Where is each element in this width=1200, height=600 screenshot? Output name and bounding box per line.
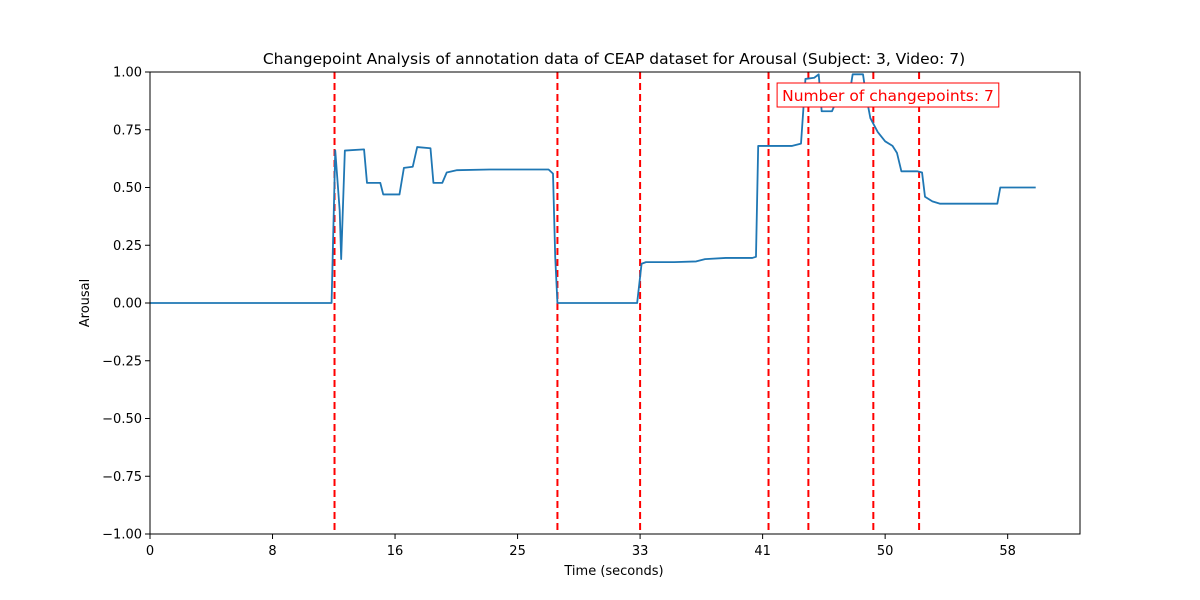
chart-title: Changepoint Analysis of annotation data … [263, 50, 965, 68]
series-line-1 [150, 73, 1036, 304]
y-tick-label-5: 0.00 [113, 297, 142, 312]
x-tick-label-7: 50 [877, 544, 894, 559]
x-tick-label-8: 58 [999, 544, 1016, 559]
y-tick-label-2: 0.75 [113, 123, 142, 138]
x-tick-label-3: 16 [387, 544, 404, 559]
y-tick-label-4: 0.25 [113, 239, 142, 254]
x-axis: 0 8 16 25 33 41 50 58 [146, 534, 1016, 559]
annotation-text: Number of changepoints: 7 [782, 87, 994, 105]
y-axis: 1.00 0.75 0.50 0.25 0.00 −0.25 −0.50 −0.75 −1.00 [102, 66, 150, 543]
y-axis-title: Arousal [78, 279, 93, 328]
y-tick-label-1: 1.00 [113, 66, 142, 81]
y-tick-label-8: −0.75 [102, 470, 142, 485]
changepoint-count-annotation: Number of changepoints: 7 [776, 82, 1000, 108]
changepoint-lines [333, 72, 921, 534]
x-tick-label-5: 33 [632, 544, 649, 559]
y-tick-label-7: −0.50 [102, 412, 142, 427]
y-tick-label-9: −1.00 [102, 528, 142, 543]
x-tick-label-6: 41 [754, 544, 771, 559]
x-tick-label-2: 8 [268, 544, 276, 559]
x-axis-title: Time (seconds) [563, 564, 663, 579]
y-tick-label-6: −0.25 [102, 354, 142, 369]
annotation-box [776, 82, 1000, 108]
x-tick-label-4: 25 [509, 544, 526, 559]
x-tick-label-1: 0 [146, 544, 154, 559]
y-tick-label-3: 0.50 [113, 181, 142, 196]
series-layer [150, 73, 1036, 304]
